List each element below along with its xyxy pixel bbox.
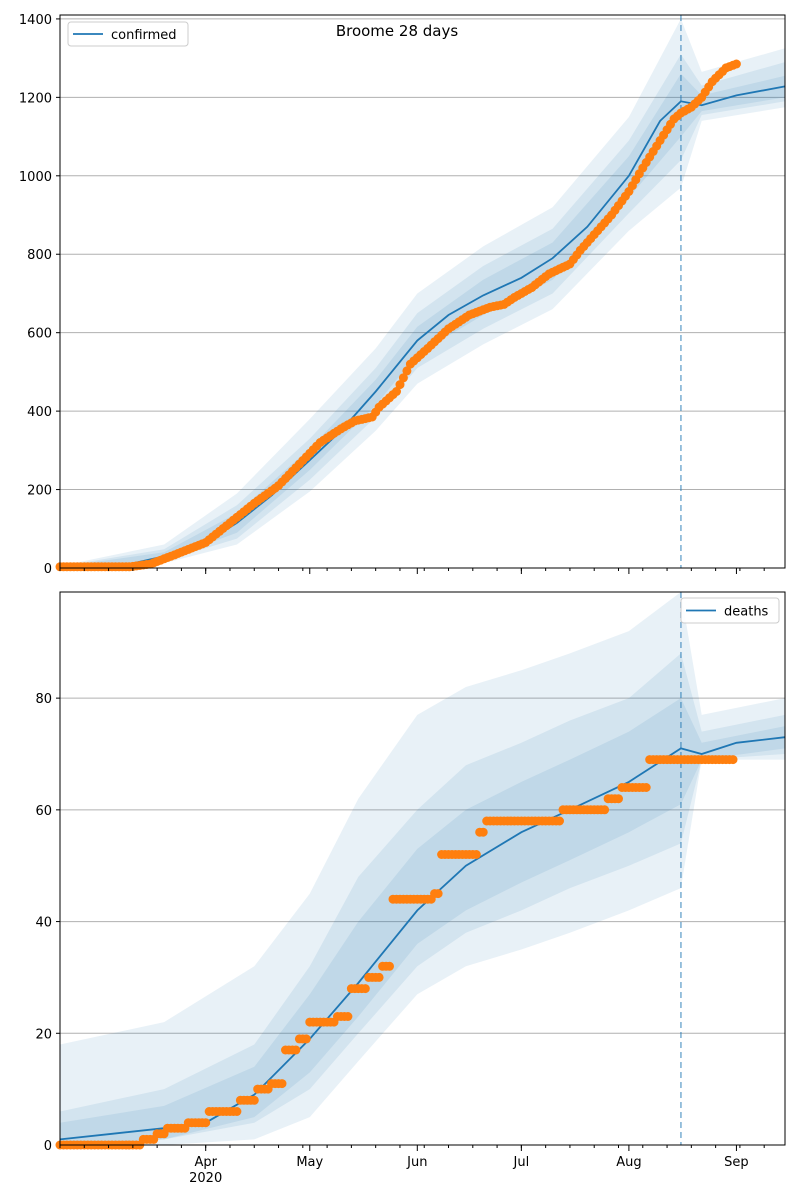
legend-box [67,21,189,47]
y-tick-label: 800 [27,248,52,263]
observed-point [301,1034,311,1044]
plot-frame [59,14,786,569]
x-tick-label: Aug [616,1155,641,1170]
uncertainty-band [60,54,785,568]
y-tick-label: 1000 [19,170,52,185]
deaths-panel: 0 20 40 60 80 Apr May Jun Jul Aug Sep 2020 deaths [35,591,786,1186]
observed-point [614,794,623,804]
observed-point [600,805,610,815]
observed-point [402,366,412,376]
observed-point [478,827,488,837]
observed-point [291,1045,301,1055]
observed-point [343,1012,353,1021]
chart-title: Broome 28 days [336,22,459,40]
legend-box [680,597,780,624]
observed-point [392,387,401,396]
y-tick-label: 60 [35,804,52,819]
observed-point [731,59,741,69]
observed-point [555,816,564,826]
confirmed-panel: Broome 28 days 0 200 400 600 800 1000 1200 1400… [19,13,786,577]
observed-point [201,1118,211,1128]
observed-point [249,1095,259,1105]
y-tick-label: 600 [27,327,52,342]
y-tick-label: 0 [44,1139,52,1154]
observed-point [232,1107,242,1116]
observed-point [641,783,651,792]
y-tick-label: 80 [35,692,52,707]
legend-label: deaths [724,605,769,620]
plot-frame [59,591,786,1146]
uncertainty-band [60,73,785,569]
observed-point [360,984,370,994]
x-tick-label: Sep [724,1155,749,1170]
uncertainty-band [60,592,785,1145]
observed-point [374,972,384,982]
observed-point [385,961,394,971]
y-tick-label: 1200 [19,91,52,106]
y-tick-label: 40 [35,916,52,931]
observed-point [433,889,443,899]
observed-point [395,380,405,390]
year-label: 2020 [189,1171,222,1186]
y-tick-label: 200 [27,484,52,499]
y-tick-label: 400 [27,405,52,420]
x-tick-label: Jun [406,1155,427,1170]
observed-point [277,1079,287,1089]
x-tick-label: Apr [194,1155,217,1170]
uncertainty-band [60,18,785,568]
y-tick-label: 1400 [19,13,52,28]
observed-point [398,373,408,383]
observed-point [471,850,481,859]
y-tick-label: 20 [35,1027,52,1042]
y-tick-label: 0 [44,562,52,577]
observed-point [728,755,738,765]
legend-label: confirmed [111,28,177,43]
x-tick-label: May [296,1155,323,1170]
x-tick-label: Jul [513,1155,530,1170]
